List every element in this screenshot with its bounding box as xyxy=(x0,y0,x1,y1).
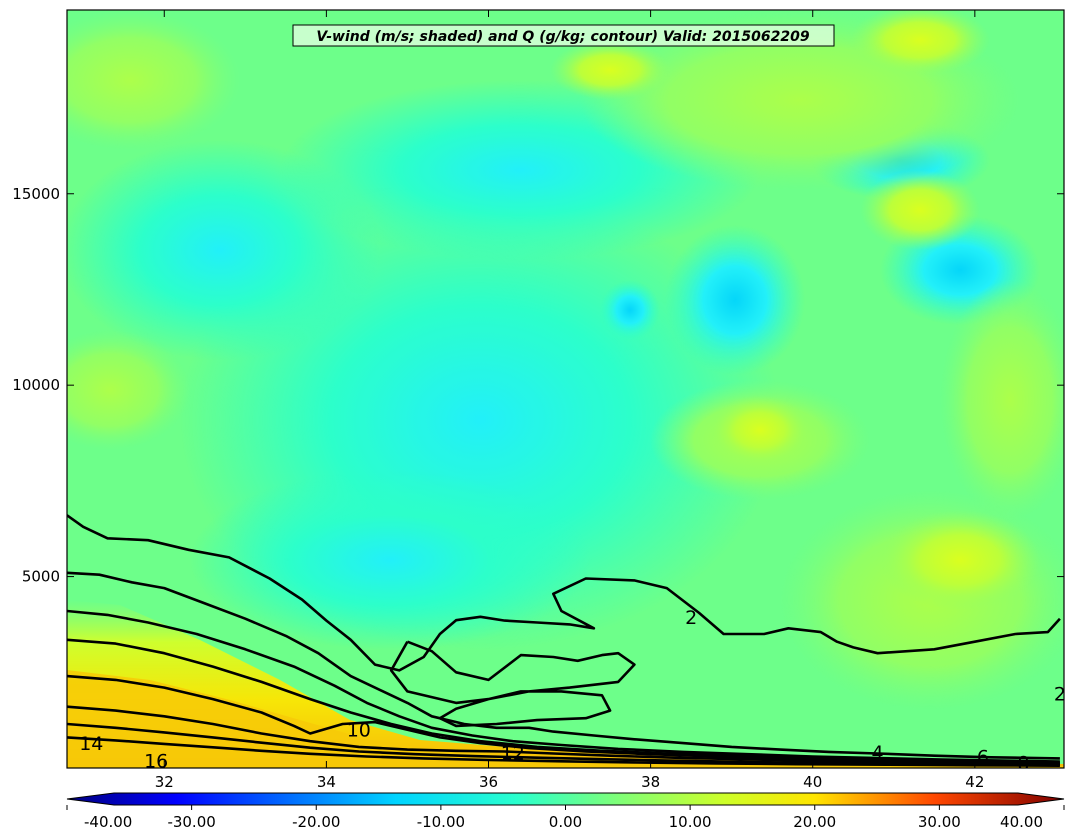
contour-label: 16 xyxy=(144,750,168,772)
contour-label: 4 xyxy=(872,742,884,764)
colorbar-tick-label: 30.00 xyxy=(918,813,961,831)
chart-title: V-wind (m/s; shaded) and Q (g/kg; contou… xyxy=(316,29,809,45)
x-axis: 32 34 36 38 40 42 xyxy=(155,10,984,791)
contour-label: 2 xyxy=(1054,683,1066,705)
x-tick-label: 42 xyxy=(965,773,984,791)
contour-layer xyxy=(67,514,1061,767)
x-tick-label: 38 xyxy=(641,773,660,791)
colorbar-tick-label: 10.00 xyxy=(669,813,712,831)
contour-label: 6 xyxy=(977,747,989,769)
shade-low-level-core xyxy=(67,670,1064,768)
contour-label: 10 xyxy=(347,720,371,742)
y-axis: 5000 10000 15000 xyxy=(12,185,1064,586)
shade-yellow-top-right xyxy=(850,10,990,75)
shade-yellow-right xyxy=(860,170,980,250)
plot-area: 2 4 6 8 10 12 14 16 2 xyxy=(67,10,1066,774)
shade-green-upper-left xyxy=(67,10,240,150)
x-tick-label: 34 xyxy=(317,773,336,791)
colorbar-tick-label: -40.00 xyxy=(84,813,132,831)
shade-green-left-mid xyxy=(67,330,190,450)
colorbar-tick-label: -30.00 xyxy=(167,813,215,831)
shade-yellow-top-mid xyxy=(550,40,670,100)
colorbar-tick-label: -20.00 xyxy=(292,813,340,831)
shading-layer xyxy=(67,10,1064,768)
x-tick-label: 40 xyxy=(803,773,822,791)
chart-title-box: V-wind (m/s; shaded) and Q (g/kg; contou… xyxy=(292,24,835,47)
shade-yellow-lower-right xyxy=(880,510,1040,610)
contour-label: 14 xyxy=(79,733,103,755)
contour-line-q-10 xyxy=(67,674,1060,765)
shade-deep-cyan-small xyxy=(600,280,660,340)
colorbar-tick-label: 0.00 xyxy=(549,813,582,831)
contour-line-q-2 xyxy=(67,514,1061,672)
plot-frame xyxy=(66,9,1065,769)
shade-cyan-lower xyxy=(190,470,590,650)
shade-yellow-mid xyxy=(710,395,810,465)
contour-line-q-12 xyxy=(67,705,1060,766)
colorbar: -40.00 -30.00 -20.00 -10.00 0.00 10.00 20.00 30… xyxy=(66,792,1065,831)
contour-label: 12 xyxy=(501,743,525,765)
y-tick-label: 5000 xyxy=(22,568,60,586)
y-tick-label: 15000 xyxy=(12,185,60,203)
colorbar-tick-label: -10.00 xyxy=(417,813,465,831)
contour-line-q-16 xyxy=(67,736,1060,767)
shade-deep-cyan-core xyxy=(665,225,805,375)
contour-line-q-6 xyxy=(67,609,1060,763)
contour-label: 2 xyxy=(685,607,697,629)
colorbar-tick-label: 40.00 xyxy=(1000,813,1043,831)
y-tick-label: 10000 xyxy=(12,376,60,394)
colorbar-ticks: -40.00 -30.00 -20.00 -10.00 0.00 10.00 20.00 30… xyxy=(66,805,1065,831)
colorbar-tick-label: 20.00 xyxy=(793,813,836,831)
shade-green-far-right xyxy=(940,280,1064,520)
colorbar-body xyxy=(66,792,1065,806)
contour-line-q-2 xyxy=(389,640,636,728)
contour-label: 8 xyxy=(1017,752,1029,774)
contour-label-layer: 2 4 6 8 10 12 14 16 2 xyxy=(79,607,1066,774)
title-background xyxy=(292,24,835,47)
x-tick-label: 32 xyxy=(155,773,174,791)
x-tick-label: 36 xyxy=(479,773,498,791)
